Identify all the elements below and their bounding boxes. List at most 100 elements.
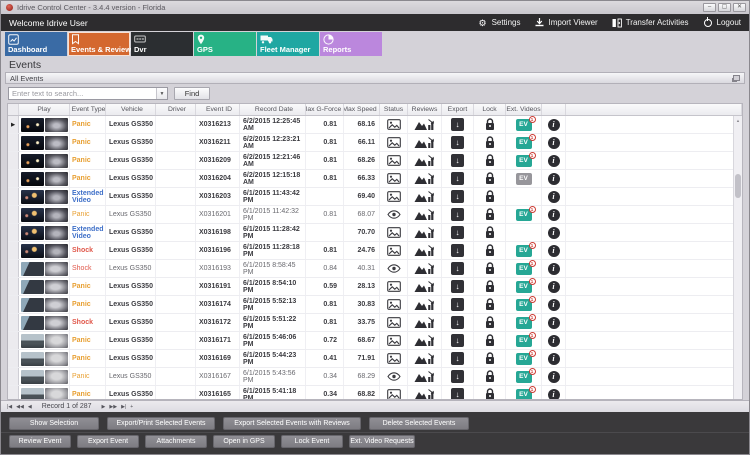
reviews-cell[interactable]: [408, 170, 442, 187]
export-cell[interactable]: ↓: [442, 242, 474, 259]
video-thumbnail-cabin[interactable]: [44, 387, 68, 399]
export-cell[interactable]: ↓: [442, 332, 474, 349]
table-row[interactable]: Shock Lexus GS350 X0316196 6/1/2015 11:28:1…: [8, 242, 742, 260]
play-cell[interactable]: [19, 332, 70, 349]
reviews-icon[interactable]: [414, 334, 436, 347]
reviews-cell[interactable]: [408, 296, 442, 313]
info-icon[interactable]: i: [547, 136, 560, 149]
column-header-max-speed[interactable]: Max Speed: [344, 104, 380, 115]
table-row[interactable]: Panic Lexus GS350 X0316169 6/1/2015 5:44:23…: [8, 350, 742, 368]
ext-videos-cell[interactable]: [506, 224, 542, 241]
reviews-cell[interactable]: [408, 278, 442, 295]
video-thumbnail-cabin[interactable]: [44, 333, 68, 348]
reviews-icon[interactable]: [414, 244, 436, 257]
lock-icon[interactable]: [485, 262, 495, 275]
action-button-delete-selected-events[interactable]: Delete Selected Events: [369, 417, 469, 430]
export-download-icon[interactable]: ↓: [451, 118, 464, 131]
lock-cell[interactable]: [474, 386, 506, 399]
video-thumbnail-cabin[interactable]: [44, 279, 68, 294]
ext-video-ev-badge[interactable]: EV 1: [515, 116, 536, 131]
table-row[interactable]: Panic Lexus GS350 X0316165 6/1/2015 5:41:18…: [8, 386, 742, 399]
ext-videos-cell[interactable]: EV 1: [506, 260, 542, 277]
table-row[interactable]: Extended Video Lexus GS350 X0316198 6/1/201…: [8, 224, 742, 242]
vertical-scrollbar[interactable]: ▲: [733, 116, 742, 399]
column-header-driver[interactable]: Driver: [156, 104, 196, 115]
video-thumbnail-front[interactable]: [20, 351, 44, 366]
export-download-icon[interactable]: ↓: [451, 262, 464, 275]
table-row[interactable]: Panic Lexus GS350 X0316201 6/1/2015 11:42:3…: [8, 206, 742, 224]
ext-videos-cell[interactable]: EV 1: [506, 314, 542, 331]
ext-videos-cell[interactable]: EV 1: [506, 116, 542, 133]
video-thumbnail-cabin[interactable]: [44, 153, 68, 168]
column-header-ext-videos[interactable]: Ext. Videos: [506, 104, 542, 115]
search-dropdown-icon[interactable]: ▼: [156, 88, 167, 99]
reviews-icon[interactable]: [414, 208, 436, 221]
video-thumbnail-front[interactable]: [20, 261, 44, 276]
info-icon[interactable]: i: [547, 118, 560, 131]
ext-video-ev-badge[interactable]: EV 1: [515, 278, 536, 293]
lock-icon[interactable]: [485, 280, 495, 293]
info-cell[interactable]: i: [542, 386, 566, 399]
video-thumbnail-front[interactable]: [20, 369, 44, 384]
info-cell[interactable]: i: [542, 278, 566, 295]
column-header-record-date[interactable]: Record Date: [240, 104, 306, 115]
info-cell[interactable]: i: [542, 224, 566, 241]
video-thumbnail-front[interactable]: [20, 315, 44, 330]
table-row[interactable]: Panic Lexus GS350 X0316167 6/1/2015 5:43:56…: [8, 368, 742, 386]
pager-last-icon[interactable]: ▶|: [121, 403, 127, 410]
video-thumbnail-front[interactable]: [20, 207, 44, 222]
pager-prev-page-icon[interactable]: ◀◀: [16, 403, 24, 410]
lock-icon[interactable]: [485, 208, 495, 221]
pager-next-page-icon[interactable]: ▶▶: [109, 403, 118, 410]
export-download-icon[interactable]: ↓: [451, 298, 464, 311]
play-cell[interactable]: [19, 296, 70, 313]
video-thumbnail-cabin[interactable]: [44, 135, 68, 150]
all-events-panel-header[interactable]: All Events: [5, 72, 745, 84]
info-icon[interactable]: i: [547, 298, 560, 311]
ext-video-ev-badge[interactable]: EV 1: [515, 134, 536, 149]
info-icon[interactable]: i: [547, 334, 560, 347]
info-cell[interactable]: i: [542, 314, 566, 331]
lock-cell[interactable]: [474, 152, 506, 169]
lock-icon[interactable]: [485, 298, 495, 311]
export-cell[interactable]: ↓: [442, 134, 474, 151]
lock-cell[interactable]: [474, 170, 506, 187]
export-download-icon[interactable]: ↓: [451, 352, 464, 365]
action-button-attachments[interactable]: Attachments: [145, 434, 207, 448]
table-row[interactable]: Shock Lexus GS350 X0316172 6/1/2015 5:51:22…: [8, 314, 742, 332]
export-download-icon[interactable]: ↓: [451, 226, 464, 239]
ext-video-ev-badge[interactable]: EV: [515, 172, 532, 185]
video-thumbnail-front[interactable]: [20, 279, 44, 294]
lock-icon[interactable]: [485, 244, 495, 257]
export-cell[interactable]: ↓: [442, 314, 474, 331]
lock-icon[interactable]: [485, 154, 495, 167]
tab-events-reviews[interactable]: Events & Reviews: [68, 32, 135, 56]
reviews-icon[interactable]: [414, 190, 436, 203]
ext-videos-cell[interactable]: EV 1: [506, 332, 542, 349]
action-button-ext-video-requests[interactable]: Ext. Video Requests: [349, 434, 415, 448]
ext-video-ev-badge[interactable]: EV 1: [515, 350, 536, 365]
column-header-vehicle[interactable]: Vehicle: [106, 104, 156, 115]
ext-videos-cell[interactable]: EV 1: [506, 242, 542, 259]
lock-cell[interactable]: [474, 242, 506, 259]
column-header-event-id[interactable]: Event ID: [196, 104, 240, 115]
play-cell[interactable]: [19, 260, 70, 277]
export-download-icon[interactable]: ↓: [451, 334, 464, 347]
video-thumbnail-cabin[interactable]: [44, 351, 68, 366]
pager-first-icon[interactable]: |◀: [7, 403, 13, 410]
tab-fleet-manager[interactable]: Fleet Manager: [257, 32, 319, 56]
column-header-status[interactable]: Status: [380, 104, 408, 115]
export-cell[interactable]: ↓: [442, 350, 474, 367]
menu-item-import-viewer[interactable]: Import Viewer: [534, 18, 598, 28]
video-thumbnail-front[interactable]: [20, 117, 44, 132]
lock-icon[interactable]: [485, 118, 495, 131]
reviews-icon[interactable]: [414, 280, 436, 293]
reviews-icon[interactable]: [414, 172, 436, 185]
column-header-reviews[interactable]: Reviews: [408, 104, 442, 115]
ext-video-ev-badge[interactable]: EV 1: [515, 314, 536, 329]
export-download-icon[interactable]: ↓: [451, 172, 464, 185]
table-row[interactable]: ▶ Panic Lexus GS350 X0316213 6/2/2015 12:25:…: [8, 116, 742, 134]
tab-dvr[interactable]: Dvr: [131, 32, 193, 56]
info-cell[interactable]: i: [542, 152, 566, 169]
ext-videos-cell[interactable]: EV 1: [506, 152, 542, 169]
